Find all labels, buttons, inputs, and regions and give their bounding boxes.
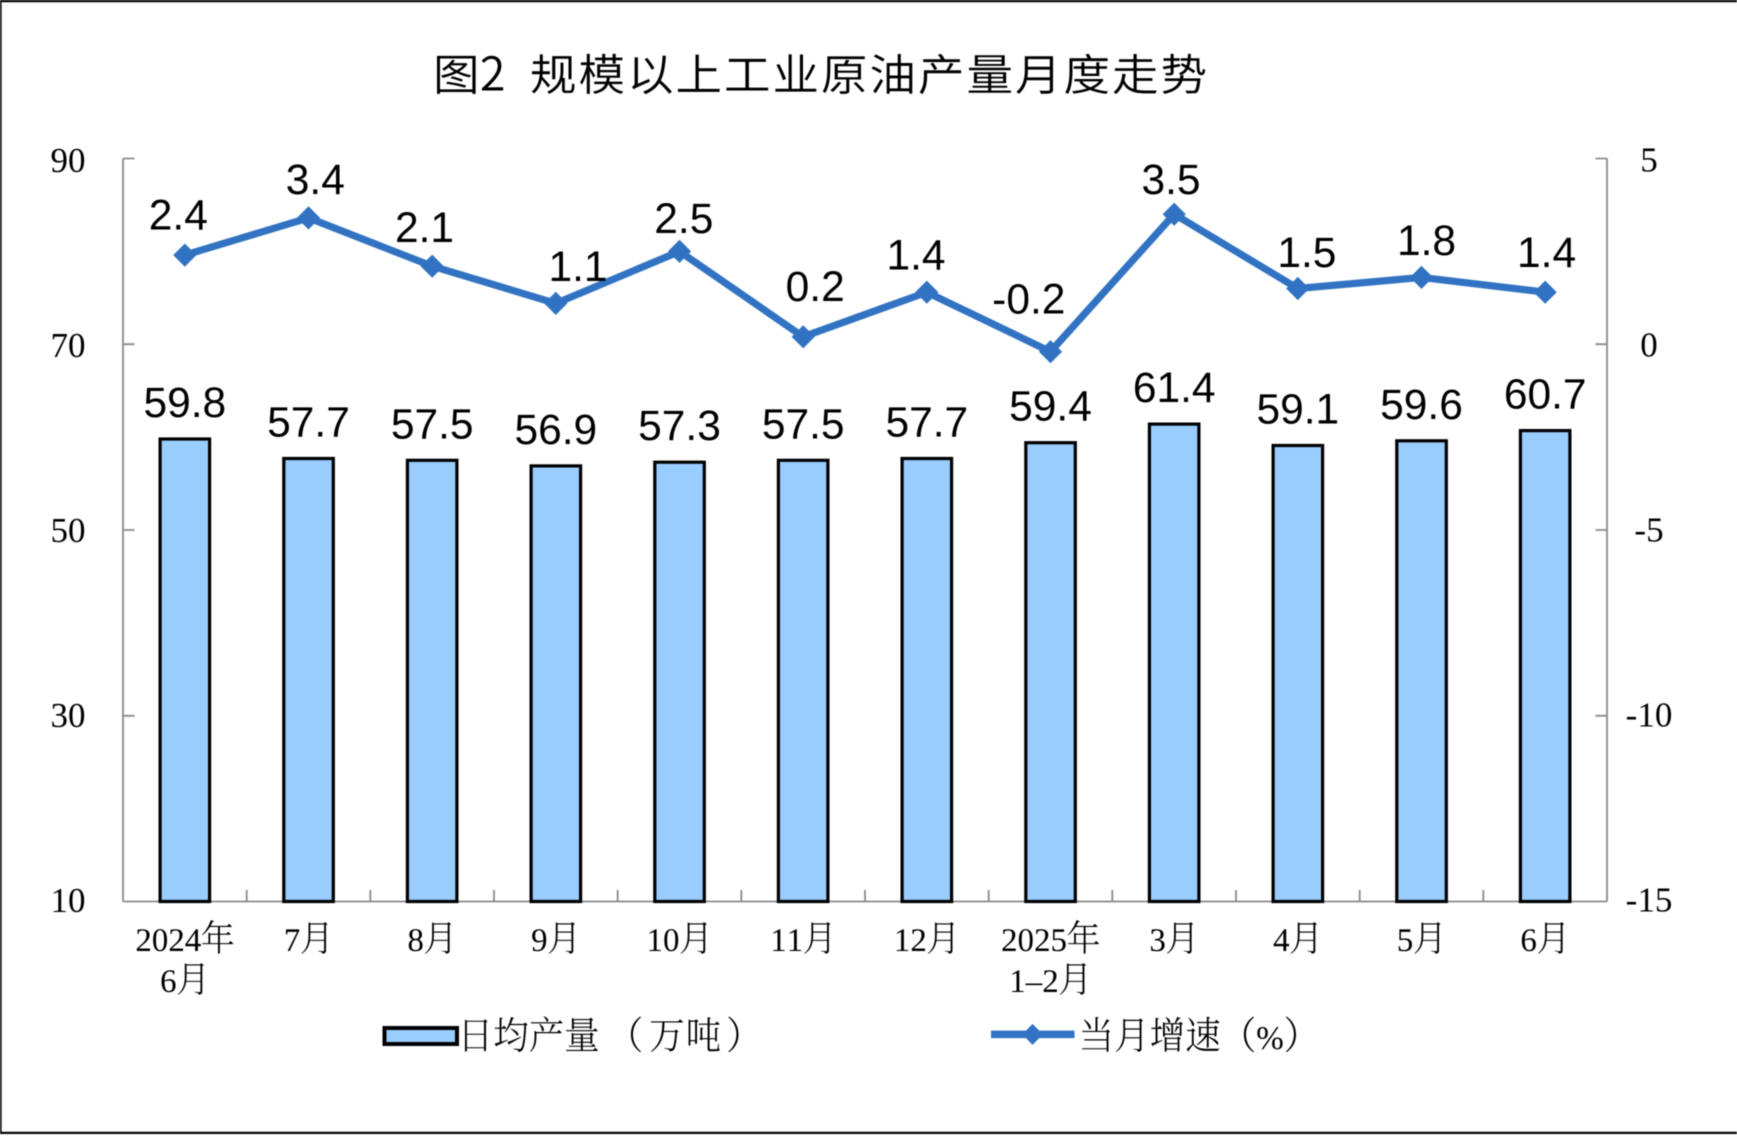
svg-text:59.6: 59.6: [1380, 382, 1463, 429]
svg-text:-0.2: -0.2: [992, 277, 1065, 324]
svg-text:57.5: 57.5: [762, 401, 845, 448]
svg-text:56.9: 56.9: [514, 407, 597, 454]
svg-text:1.5: 1.5: [1277, 230, 1336, 277]
svg-text:2.4: 2.4: [149, 193, 208, 240]
svg-text:57.5: 57.5: [391, 401, 474, 448]
svg-text:30: 30: [51, 696, 86, 735]
svg-text:59.8: 59.8: [143, 380, 226, 427]
svg-text:1.4: 1.4: [1517, 230, 1576, 277]
svg-text:2.5: 2.5: [654, 196, 713, 243]
svg-text:3.4: 3.4: [286, 157, 345, 204]
svg-text:0.2: 0.2: [786, 264, 845, 311]
svg-text:90: 90: [51, 141, 86, 180]
svg-text:-5: -5: [1634, 510, 1663, 549]
svg-text:0: 0: [1640, 326, 1658, 365]
svg-text:60.7: 60.7: [1504, 372, 1587, 419]
svg-text:-15: -15: [1626, 880, 1673, 919]
svg-text:57.7: 57.7: [267, 400, 350, 447]
svg-text:57.3: 57.3: [638, 403, 721, 450]
svg-text:2.1: 2.1: [395, 205, 454, 252]
svg-text:10: 10: [51, 881, 86, 920]
svg-text:57.7: 57.7: [885, 400, 968, 447]
svg-text:59.4: 59.4: [1009, 384, 1092, 431]
svg-text:5: 5: [1640, 141, 1658, 180]
svg-text:1.4: 1.4: [886, 233, 945, 280]
svg-text:70: 70: [51, 326, 86, 365]
svg-text:1.8: 1.8: [1397, 218, 1456, 265]
svg-text:1.1: 1.1: [548, 244, 607, 291]
svg-text:3.5: 3.5: [1141, 157, 1200, 204]
svg-text:61.4: 61.4: [1133, 365, 1216, 412]
svg-text:50: 50: [51, 511, 86, 550]
svg-text:59.1: 59.1: [1256, 387, 1339, 434]
svg-text:-10: -10: [1626, 695, 1673, 734]
